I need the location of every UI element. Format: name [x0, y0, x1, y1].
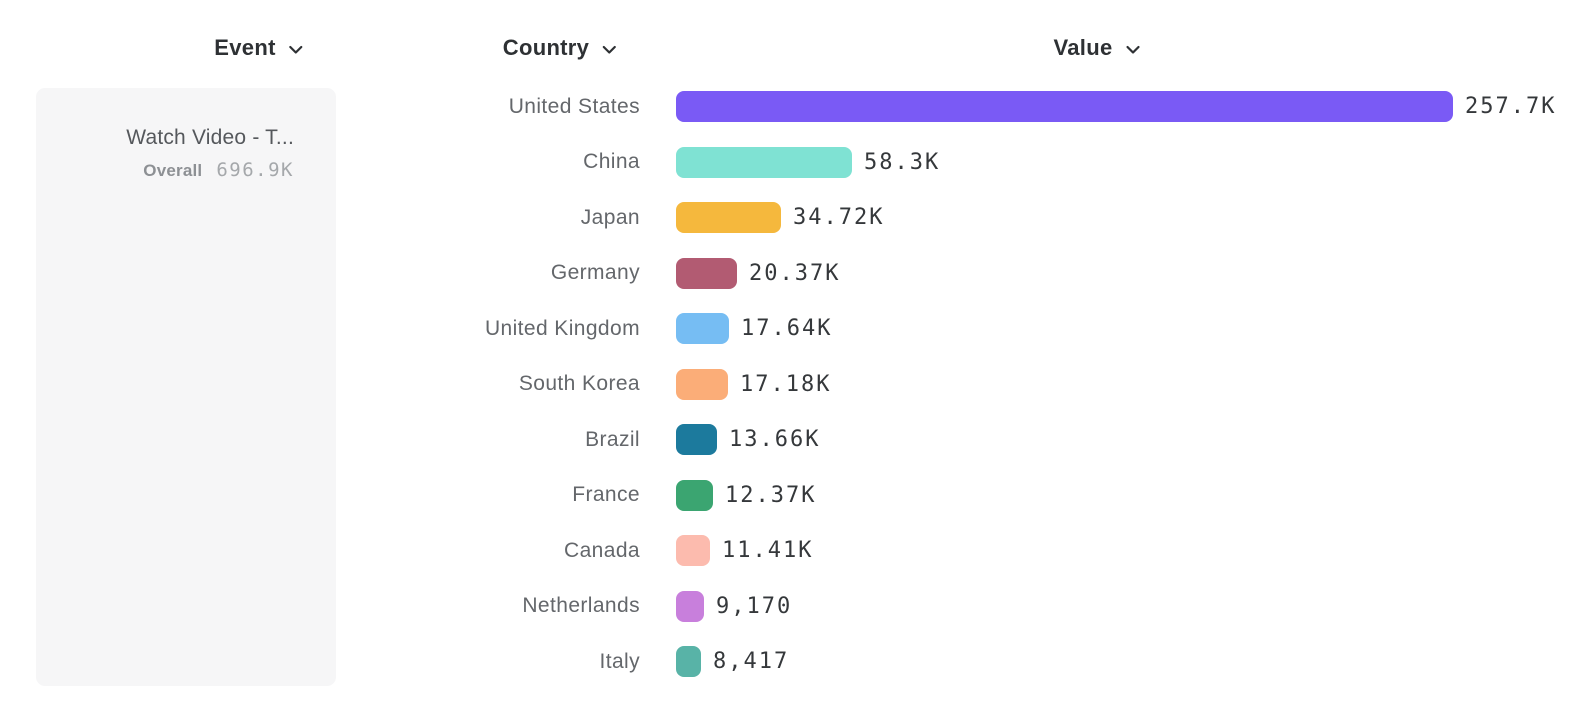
value-label: 12.37K	[725, 482, 817, 508]
value-bar[interactable]	[676, 535, 710, 567]
chevron-down-icon	[602, 42, 617, 55]
country-column-label: Country	[502, 35, 590, 60]
value-bar[interactable]	[676, 146, 852, 178]
country-label: Netherlands	[522, 594, 640, 618]
value-label: 17.64K	[741, 316, 833, 342]
event-column-label: Event	[214, 35, 276, 60]
country-label: Italy	[599, 649, 640, 673]
chart-row: France 12.37K	[0, 468, 1584, 524]
chart-row: Brazil 13.66K	[0, 412, 1584, 468]
metric-label: Overall	[143, 161, 203, 180]
chart-row: Netherlands 9,170	[0, 579, 1584, 635]
value-label: 17.18K	[740, 371, 832, 397]
value-label: 13.66K	[729, 427, 821, 453]
value-bar[interactable]	[676, 646, 701, 678]
chevron-down-icon	[1125, 42, 1140, 55]
country-label: France	[572, 483, 640, 507]
chart-row: Italy 8,417	[0, 634, 1584, 690]
country-label: South Korea	[518, 372, 640, 396]
chart-row: South Korea 17.18K	[0, 357, 1584, 413]
chart-row: United Kingdom 17.64K	[0, 301, 1584, 357]
value-bar[interactable]	[676, 257, 737, 289]
chart-row: Japan 34.72K	[0, 190, 1584, 246]
value-label: 11.41K	[722, 538, 814, 564]
value-bar[interactable]	[676, 313, 729, 345]
event-column-header[interactable]: Event	[214, 33, 303, 63]
country-label: Canada	[564, 538, 640, 562]
chart-row: China 58.3K	[0, 135, 1584, 191]
value-label: 8,417	[713, 649, 790, 675]
chart-row: Germany 20.37K	[0, 246, 1584, 302]
bar-chart: United States 257.7K China 58.3K Japan 3…	[0, 79, 1584, 690]
country-label: Japan	[580, 205, 640, 229]
event-card-content: Watch Video - T... Overall 696.9K	[36, 88, 336, 185]
value-label: 9,170	[716, 593, 793, 619]
value-bar[interactable]	[676, 368, 728, 400]
value-bar[interactable]	[676, 479, 713, 511]
value-bar[interactable]	[676, 202, 781, 234]
chart-row: Canada 11.41K	[0, 523, 1584, 579]
event-metric: Overall 696.9K	[56, 159, 294, 185]
value-bar[interactable]	[676, 590, 704, 622]
chart-row: United States 257.7K	[0, 79, 1584, 135]
country-label: United States	[508, 94, 640, 118]
value-bar[interactable]	[676, 424, 717, 456]
chevron-down-icon	[289, 42, 304, 55]
value-column-header[interactable]: Value	[1054, 33, 1141, 63]
country-column-header[interactable]: Country	[503, 33, 617, 63]
value-label: 34.72K	[793, 205, 885, 231]
country-label: United Kingdom	[484, 316, 640, 340]
event-name: Watch Video - T...	[126, 126, 294, 149]
event-card[interactable]: Watch Video - T... Overall 696.9K	[36, 88, 336, 686]
country-label: Brazil	[585, 427, 640, 451]
country-label: China	[583, 150, 640, 174]
value-label: 58.3K	[864, 149, 941, 175]
value-column-label: Value	[1053, 35, 1113, 60]
country-label: Germany	[550, 261, 640, 285]
value-label: 257.7K	[1465, 94, 1557, 120]
value-label: 20.37K	[749, 260, 841, 286]
value-bar[interactable]	[676, 91, 1453, 123]
metric-value: 696.9K	[216, 159, 294, 181]
